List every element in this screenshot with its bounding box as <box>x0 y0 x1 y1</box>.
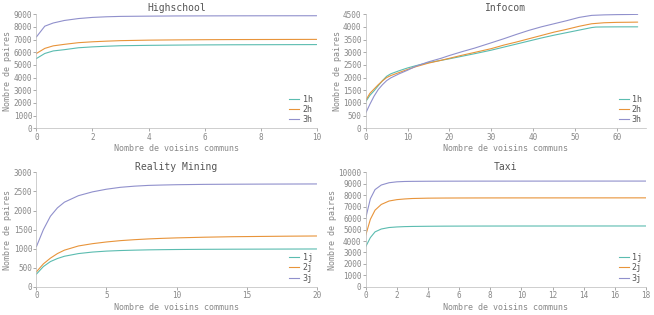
Y-axis label: Nombre de paires: Nombre de paires <box>328 190 337 270</box>
Title: Reality Mining: Reality Mining <box>135 162 218 172</box>
X-axis label: Nombre de voisins communs: Nombre de voisins communs <box>114 303 239 312</box>
Title: Infocom: Infocom <box>485 3 526 13</box>
Title: Taxi: Taxi <box>494 162 517 172</box>
Legend: 1j, 2j, 3j: 1j, 2j, 3j <box>289 253 313 283</box>
Legend: 1h, 2h, 3h: 1h, 2h, 3h <box>619 95 642 124</box>
Y-axis label: Nombre de paires: Nombre de paires <box>3 31 12 111</box>
Title: Highschool: Highschool <box>147 3 206 13</box>
X-axis label: Nombre de voisins communs: Nombre de voisins communs <box>443 303 568 312</box>
Y-axis label: Nombre de paires: Nombre de paires <box>3 190 12 270</box>
Legend: 1h, 2h, 3h: 1h, 2h, 3h <box>289 95 313 124</box>
X-axis label: Nombre de voisins communs: Nombre de voisins communs <box>443 144 568 153</box>
Legend: 1j, 2j, 3j: 1j, 2j, 3j <box>619 253 642 283</box>
X-axis label: Nombre de voisins communs: Nombre de voisins communs <box>114 144 239 153</box>
Y-axis label: Nombre de paires: Nombre de paires <box>333 31 341 111</box>
